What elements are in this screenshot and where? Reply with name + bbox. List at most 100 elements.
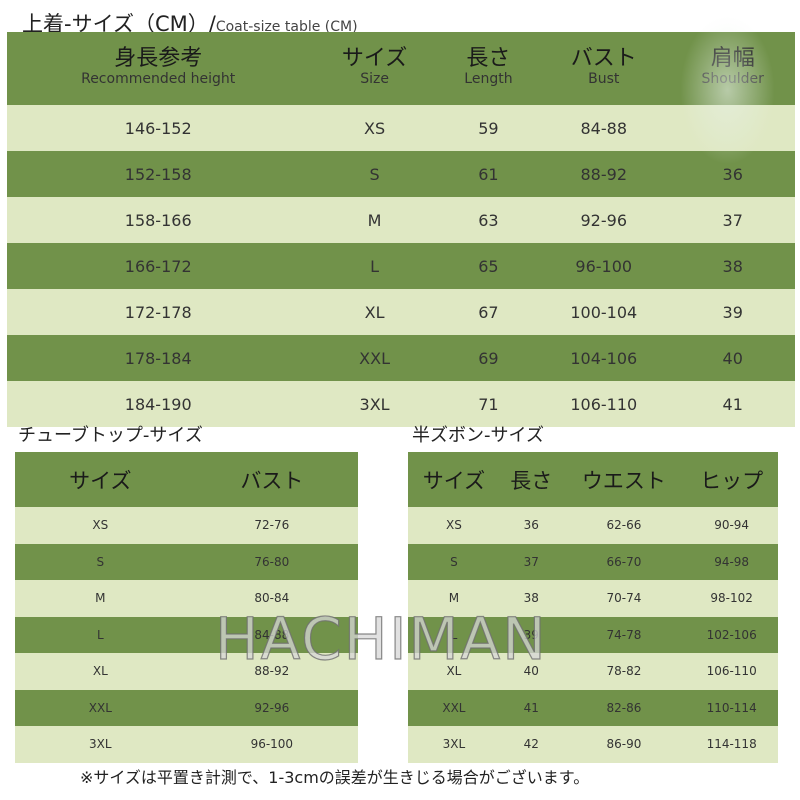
coat-subtitle: Coat-size table (CM)	[215, 19, 358, 35]
tube-title: チューブトップ-サイズ	[18, 425, 203, 446]
table-cell: 70-74	[606, 591, 642, 606]
table-row: 178-184 XXL 69 104-106 40	[7, 335, 795, 381]
table-cell: XS	[445, 518, 462, 533]
table-cell: 104-106	[570, 348, 638, 368]
header-jp: 身長参考	[114, 45, 203, 71]
table-cell: 100-104	[570, 302, 638, 322]
table-cell: 39	[722, 302, 743, 322]
table-cell: 110-114	[706, 700, 757, 715]
pants-title: 半ズボン-サイズ	[412, 425, 544, 446]
table-row: L 84-88	[15, 616, 358, 653]
table-cell: 63	[478, 210, 499, 230]
table-cell: 40	[722, 348, 743, 368]
table-cell: S	[96, 554, 105, 569]
table-cell: 78-82	[606, 664, 642, 679]
table-cell: 96-100	[575, 256, 633, 276]
table-row: XXL 41 82-86 110-114	[408, 689, 778, 726]
table-cell: 98-102	[710, 591, 753, 606]
column-header: 身長参考 Recommended height	[7, 32, 309, 105]
column-header: バスト Bust	[537, 32, 670, 105]
table-cell: 84-88	[580, 118, 628, 138]
header-jp: 長さ	[466, 45, 511, 71]
table-cell: L	[450, 627, 458, 642]
table-cell: 66-70	[606, 554, 642, 569]
table-cell: 146-152	[124, 118, 192, 138]
table-row: S 76-80	[15, 543, 358, 580]
header-jp: バスト	[570, 45, 637, 71]
table-row: 146-152 XS 59 84-88	[7, 105, 795, 151]
table-cell: 39	[523, 627, 539, 642]
table-cell: 41	[523, 700, 539, 715]
table-cell: XS	[92, 518, 109, 533]
table-cell: 84-88	[254, 627, 290, 642]
table-row: XL 88-92	[15, 653, 358, 690]
table-row: M 38 70-74 98-102	[408, 580, 778, 617]
column-header: ヒップ	[700, 468, 764, 493]
table-cell: 3XL	[89, 737, 112, 752]
table-cell: 59	[478, 118, 499, 138]
table-cell: L	[370, 256, 380, 276]
table-cell: 102-106	[706, 627, 757, 642]
table-cell: 178-184	[124, 348, 192, 368]
header-en: Size	[360, 70, 389, 87]
table-cell: 86-90	[606, 737, 642, 752]
table-cell: 65	[478, 256, 499, 276]
header-en: Length	[464, 70, 513, 87]
table-cell: 67	[478, 302, 499, 322]
table-cell: L	[96, 627, 104, 642]
measurement-note: ※サイズは平置き計測で、1-3cmの誤差が生きじる場合がございます。	[80, 768, 590, 787]
table-cell: 37	[722, 210, 743, 230]
table-cell: 92-96	[254, 700, 290, 715]
table-cell: 38	[523, 591, 539, 606]
tube-size-table: サイズ バスト XS 72-76 S 76-80 M 80-84 L 84-88 XL 88-92 XX…	[15, 452, 358, 763]
table-cell: XS	[364, 118, 386, 138]
table-row: 158-166 M 63 92-96 37	[7, 197, 795, 243]
table-row: 184-190 3XL 71 106-110 41	[7, 381, 795, 427]
table-cell: 90-94	[714, 518, 750, 533]
table-cell: S	[369, 164, 380, 184]
table-cell: 80-84	[254, 591, 290, 606]
table-cell: 158-166	[124, 210, 192, 230]
table-cell: 40	[523, 664, 539, 679]
table-cell: 114-118	[706, 737, 757, 752]
header-jp: サイズ	[341, 45, 408, 71]
table-cell: XL	[446, 664, 462, 679]
table-row: 152-158 S 61 88-92 36	[7, 151, 795, 197]
table-row: XL 40 78-82 106-110	[408, 653, 778, 690]
table-cell: 82-86	[606, 700, 642, 715]
table-row: M 80-84	[15, 580, 358, 617]
column-header: サイズ	[69, 468, 132, 493]
table-cell: M	[448, 591, 460, 606]
table-cell: 61	[478, 164, 499, 184]
table-cell: 36	[523, 518, 539, 533]
table-row: 172-178 XL 67 100-104 39	[7, 289, 795, 335]
table-row: S 37 66-70 94-98	[408, 543, 778, 580]
table-cell: 42	[523, 737, 539, 752]
table-cell: 88-92	[580, 164, 628, 184]
table-row: L 39 74-78 102-106	[408, 616, 778, 653]
coat-title: 上着-サイズ（CM）/Coat-size table (CM)	[22, 8, 358, 38]
table-cell: 72-76	[254, 518, 290, 533]
table-cell: 106-110	[570, 394, 638, 414]
coat-title-jp: 上着-サイズ（CM）/	[22, 12, 216, 36]
table-cell: 94-98	[714, 554, 750, 569]
table-cell: 62-66	[606, 518, 642, 533]
table-row: XS 36 62-66 90-94	[408, 507, 778, 544]
column-header: バスト	[240, 468, 304, 493]
table-row: XS 72-76	[15, 507, 358, 544]
table-cell: 74-78	[606, 627, 642, 642]
table-cell: XL	[92, 664, 108, 679]
table-cell: 36	[722, 164, 743, 184]
header-en: Recommended height	[81, 70, 236, 87]
column-header: ウエスト	[581, 468, 666, 493]
table-cell: 88-92	[254, 664, 290, 679]
table-cell: 37	[523, 554, 539, 569]
table-row: 3XL 42 86-90 114-118	[408, 726, 778, 763]
table-cell: 184-190	[124, 394, 192, 414]
brand-logo	[680, 15, 775, 165]
table-cell: 152-158	[124, 164, 192, 184]
table-row: 3XL 96-100	[15, 726, 358, 763]
table-cell: M	[95, 591, 106, 606]
table-cell: S	[450, 554, 458, 569]
column-header: サイズ	[422, 468, 486, 493]
